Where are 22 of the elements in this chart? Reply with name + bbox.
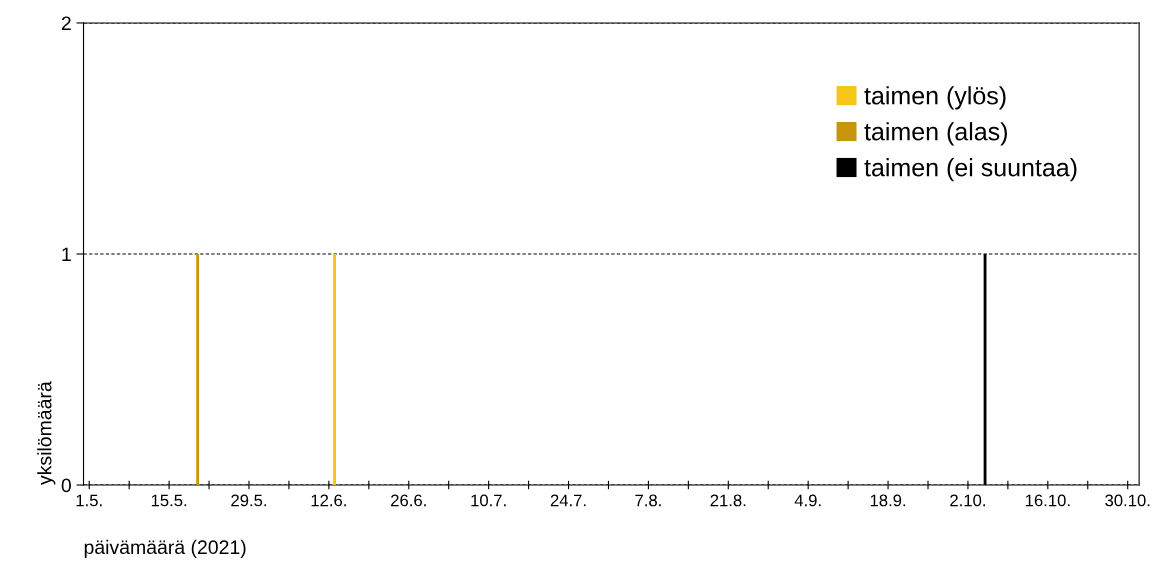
y-tick-label: 1 xyxy=(62,247,71,262)
y-axis-title: yksilömäärä xyxy=(37,381,56,485)
y-tick-label: 0 xyxy=(61,478,71,493)
x-tick-label: 16.10. xyxy=(1025,494,1070,507)
x-tick-label: 4.9. xyxy=(794,494,821,507)
x-tick-label: 1.5. xyxy=(76,494,102,507)
x-tick-label: 12.6. xyxy=(311,494,346,507)
x-axis-title: päivämäärä (2021) xyxy=(84,539,246,558)
x-tick-label: 24.7. xyxy=(550,494,586,507)
legend-label: taimen (ylös) xyxy=(864,86,1006,110)
legend-label: taimen (alas) xyxy=(864,122,1007,146)
x-tick-label: 7.8. xyxy=(635,494,661,507)
x-tick-label: 30.10. xyxy=(1105,494,1150,507)
x-tick-label: 29.5. xyxy=(231,494,267,507)
x-tick-label: 15.5. xyxy=(151,494,187,507)
x-tick-label: 21.8. xyxy=(710,494,746,507)
x-tick-label: 2.10. xyxy=(950,494,985,507)
x-tick-label: 26.6. xyxy=(391,494,426,507)
y-tick-label: 2 xyxy=(61,16,71,31)
legend-label: taimen (ei suuntaa) xyxy=(864,158,1077,182)
x-tick-label: 10.7. xyxy=(471,494,506,507)
x-tick-label: 18.9. xyxy=(870,494,906,507)
